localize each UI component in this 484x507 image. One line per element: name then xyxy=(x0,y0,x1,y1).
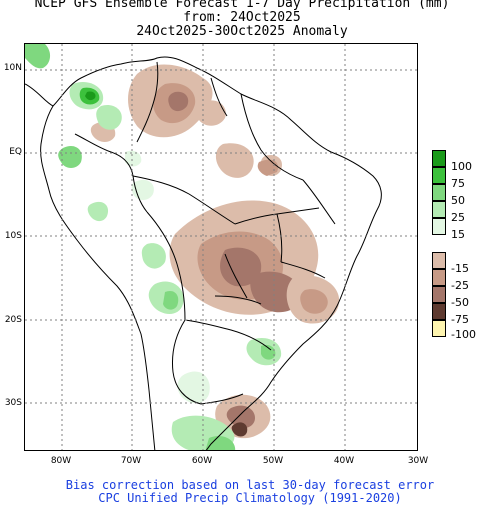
legend-swatch xyxy=(432,252,446,269)
lat-label-10n: 10N xyxy=(3,63,22,73)
legend-swatch xyxy=(432,184,446,201)
lon-label-80w: 80W xyxy=(50,456,72,466)
lon-label-40w: 40W xyxy=(333,456,355,466)
lon-label-30w: 30W xyxy=(407,456,429,466)
legend-swatch xyxy=(432,201,446,218)
forecast-issue-date: from: 24Oct2025 xyxy=(183,10,301,25)
lat-label-eq: EQ xyxy=(9,147,22,157)
legend-label: 100 xyxy=(451,160,472,173)
lon-label-60w: 60W xyxy=(191,456,213,466)
precipitation-anomaly-map xyxy=(24,43,418,451)
forecast-period: 24Oct2025-30Oct2025 Anomaly xyxy=(136,24,348,39)
legend-swatch xyxy=(432,167,446,184)
map-canvas xyxy=(25,44,417,450)
legend-swatch xyxy=(432,286,446,303)
legend-label: -25 xyxy=(451,279,469,292)
lon-label-70w: 70W xyxy=(120,456,142,466)
bias-correction-note: Bias correction based on last 30-day for… xyxy=(65,478,435,492)
legend-label: 25 xyxy=(451,211,465,224)
legend-label: -75 xyxy=(451,313,469,326)
legend-label: -15 xyxy=(451,262,469,275)
lon-label-50w: 50W xyxy=(262,456,284,466)
map-title: NCEP GFS Ensemble Forecast 1-7 Day Preci… xyxy=(34,0,450,11)
legend-swatch xyxy=(432,269,446,286)
lat-label-10s: 10S xyxy=(4,231,22,241)
legend-label: 50 xyxy=(451,194,465,207)
legend-label: 15 xyxy=(451,228,465,241)
legend-swatch xyxy=(432,320,446,337)
climatology-note: CPC Unified Precip Climatology (1991-202… xyxy=(98,491,402,505)
legend-label: -50 xyxy=(451,296,469,309)
country-borders xyxy=(25,56,382,450)
legend-swatch xyxy=(432,150,446,167)
dry-anomaly-areas xyxy=(90,64,340,439)
legend-label: -100 xyxy=(451,328,476,341)
legend-swatch xyxy=(432,218,446,235)
graticule xyxy=(25,44,417,450)
legend-swatch xyxy=(432,303,446,320)
lat-label-30s: 30S xyxy=(4,398,22,408)
legend-label: 75 xyxy=(451,177,465,190)
wet-anomaly-areas xyxy=(25,44,282,450)
lat-label-20s: 20S xyxy=(4,315,22,325)
